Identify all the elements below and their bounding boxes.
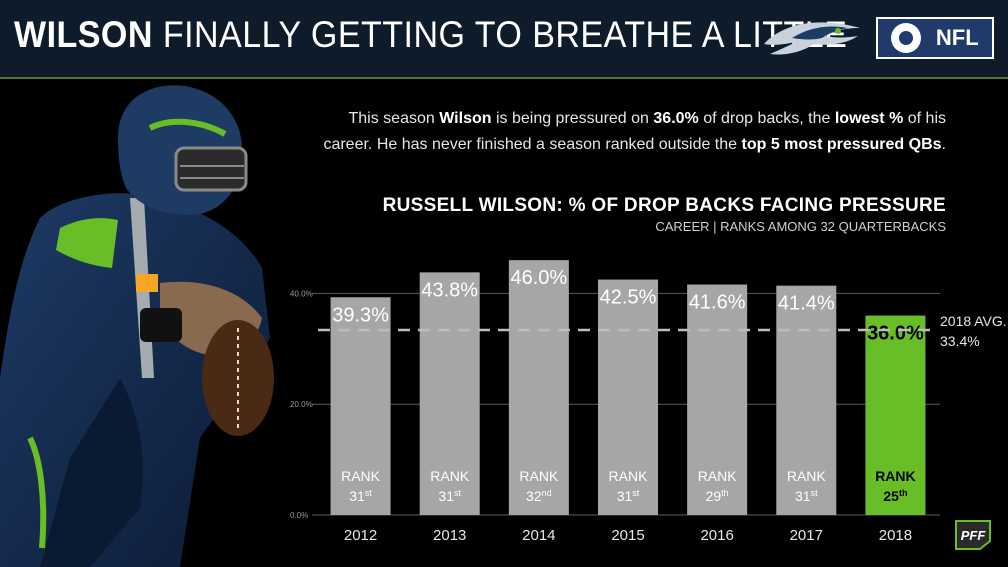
average-label-line1: 2018 AVG. bbox=[940, 313, 1007, 329]
rank-number: 31st bbox=[438, 488, 461, 504]
x-tick-label: 2014 bbox=[522, 527, 555, 544]
bar bbox=[687, 284, 748, 515]
value-label: 46.0% bbox=[510, 267, 567, 289]
bar bbox=[776, 285, 837, 515]
bar bbox=[598, 279, 658, 515]
desc-text-4: of his career. He has never finished a s… bbox=[323, 110, 946, 153]
value-label: 43.8% bbox=[421, 279, 478, 301]
value-label: 36.0% bbox=[867, 323, 924, 345]
logo-group: NFL bbox=[762, 14, 994, 62]
desc-text-2: is being pressured on bbox=[491, 110, 654, 127]
rank-label: RANK bbox=[609, 468, 649, 484]
value-label: 41.6% bbox=[689, 292, 746, 314]
title-rest: FINALLY GETTING TO BREATHE A LITTLE bbox=[162, 14, 848, 55]
rank-number: 31st bbox=[795, 488, 818, 504]
value-label: 42.5% bbox=[600, 287, 657, 309]
seahawks-logo-icon bbox=[764, 22, 860, 55]
rank-number: 32nd bbox=[526, 488, 552, 504]
desc-bold-2: 36.0% bbox=[653, 110, 699, 127]
chart-subtitle: CAREER | RANKS AMONG 32 QUARTERBACKS bbox=[655, 219, 946, 234]
x-tick-label: 2017 bbox=[790, 527, 823, 544]
page-title: WILSON FINALLY GETTING TO BREATHE A LITT… bbox=[14, 14, 847, 56]
average-label-line2: 33.4% bbox=[940, 333, 980, 349]
rank-label: RANK bbox=[787, 468, 827, 484]
bar bbox=[330, 297, 391, 515]
y-tick-label: 0.0% bbox=[290, 511, 308, 520]
x-tick-label: 2013 bbox=[433, 527, 466, 544]
x-tick-label: 2016 bbox=[700, 527, 733, 544]
rank-number: 31st bbox=[617, 488, 640, 504]
rank-number: 25th bbox=[883, 488, 907, 504]
rank-label: RANK bbox=[430, 468, 470, 484]
description: This season Wilson is being pressured on… bbox=[296, 106, 946, 158]
desc-text-1: This season bbox=[348, 110, 440, 127]
x-tick-label: 2018 bbox=[879, 527, 912, 544]
bar bbox=[508, 260, 569, 515]
rank-number: 31st bbox=[349, 488, 372, 504]
svg-text:PFF: PFF bbox=[961, 528, 987, 543]
y-tick-label: 40.0% bbox=[290, 289, 313, 298]
y-tick-label: 20.0% bbox=[290, 400, 313, 409]
desc-text-3: of drop backs, the bbox=[698, 110, 835, 127]
header-bar: WILSON FINALLY GETTING TO BREATHE A LITT… bbox=[0, 0, 1008, 79]
chart-title: RUSSELL WILSON: % OF DROP BACKS FACING P… bbox=[382, 195, 946, 216]
rank-label: RANK bbox=[519, 468, 559, 484]
x-tick-label: 2012 bbox=[344, 527, 377, 544]
title-bold: WILSON bbox=[14, 14, 153, 55]
desc-bold-4: top 5 most pressured QBs bbox=[741, 136, 942, 153]
rank-label: RANK bbox=[698, 468, 738, 484]
bar bbox=[419, 272, 480, 515]
desc-bold-1: Wilson bbox=[439, 110, 492, 127]
rank-label: RANK bbox=[341, 468, 381, 484]
desc-bold-3: lowest % bbox=[834, 110, 904, 127]
pff-logo-icon: PFF bbox=[955, 520, 991, 550]
cbs-eye-icon bbox=[891, 23, 922, 53]
rank-label: RANK bbox=[875, 468, 915, 484]
value-label: 39.3% bbox=[332, 304, 389, 326]
bar bbox=[865, 315, 926, 515]
x-tick-label: 2015 bbox=[611, 527, 644, 544]
nfl-badge-text: NFL bbox=[935, 25, 979, 50]
player-photo bbox=[0, 85, 274, 567]
cbs-nfl-logo: NFL bbox=[876, 17, 994, 59]
desc-text-5: . bbox=[941, 136, 946, 153]
rank-number: 29th bbox=[706, 488, 729, 504]
value-label: 41.4% bbox=[778, 293, 835, 315]
